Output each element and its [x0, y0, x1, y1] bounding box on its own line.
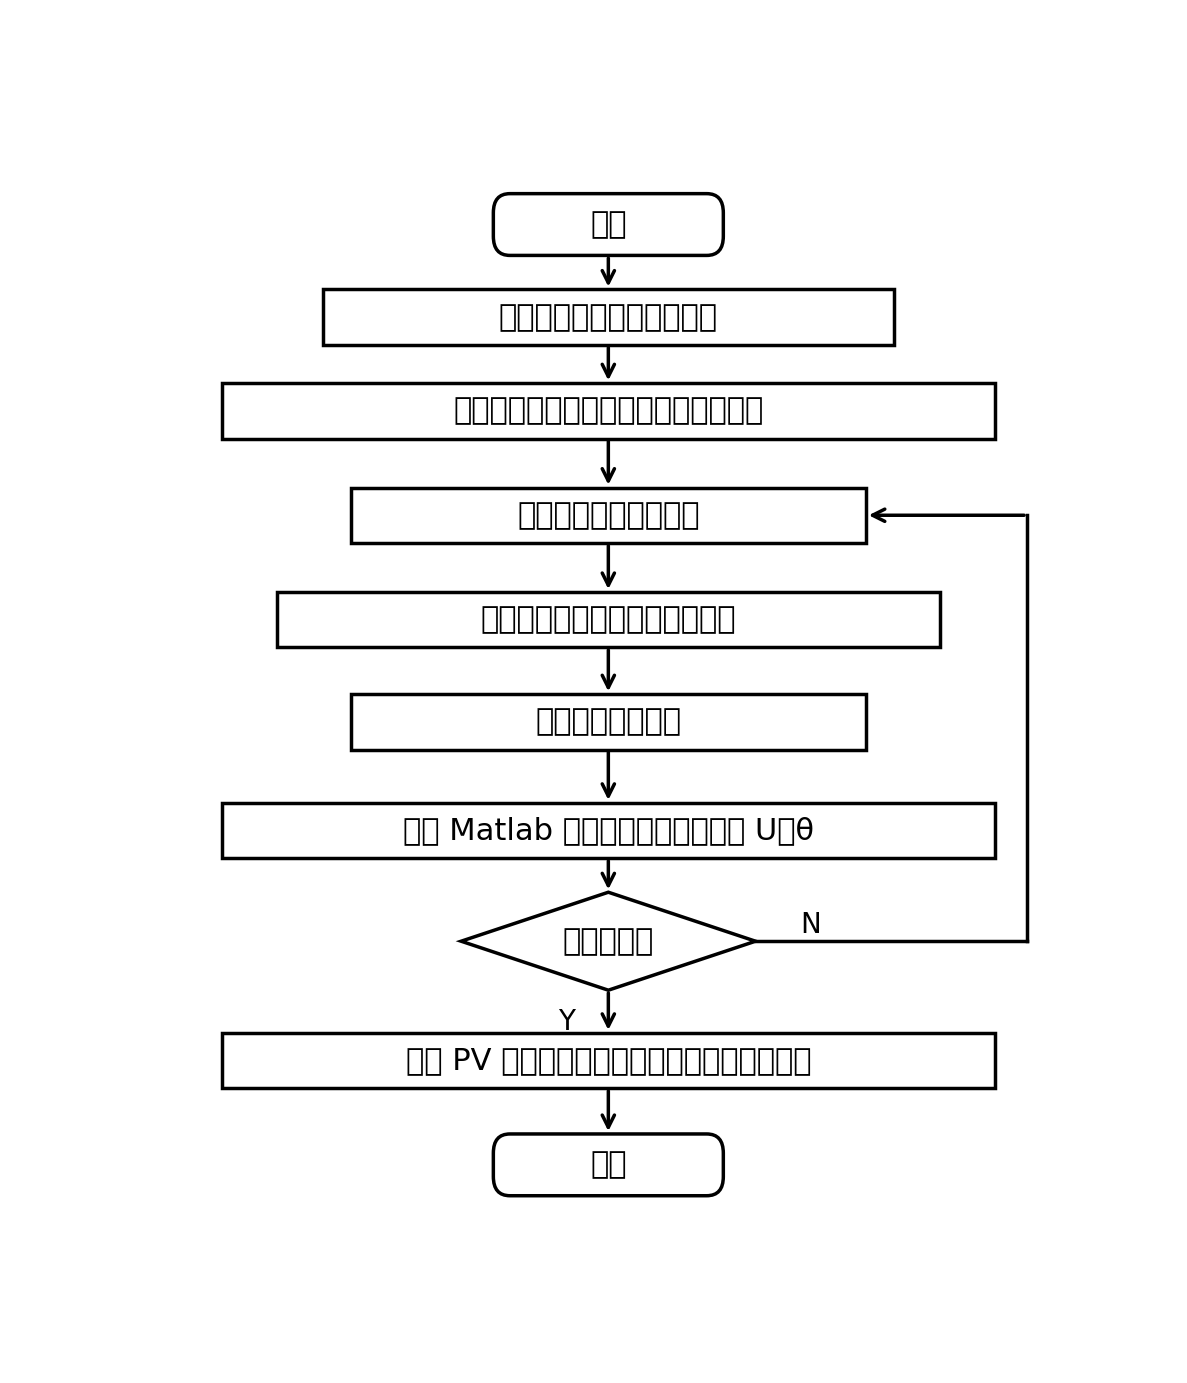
Text: 结束: 结束: [590, 1151, 627, 1180]
Text: 计算 PV 节点和平衡节点功率及支路功率并输出: 计算 PV 节点和平衡节点功率及支路功率并输出: [406, 1046, 811, 1075]
Text: 形成雅可比矩阵，计算节点功率: 形成雅可比矩阵，计算节点功率: [481, 606, 736, 635]
FancyBboxPatch shape: [494, 1134, 723, 1196]
Text: 开始: 开始: [590, 210, 627, 239]
FancyBboxPatch shape: [494, 194, 723, 256]
Text: 原始数据输入和电压初始化: 原始数据输入和电压初始化: [499, 303, 718, 332]
Bar: [323, 289, 894, 344]
Text: N: N: [800, 911, 821, 939]
Bar: [222, 383, 995, 438]
Text: 计算功率不平衡量: 计算功率不平衡量: [535, 707, 681, 736]
Polygon shape: [461, 892, 755, 990]
Bar: [222, 802, 995, 857]
Bar: [277, 592, 939, 647]
Text: 形成记录相关节点类型的节点号的数组: 形成记录相关节点类型的节点号的数组: [453, 397, 763, 426]
Bar: [222, 1033, 995, 1088]
Text: 调用 Matlab 算法解修正方程，修正 U和θ: 调用 Matlab 算法解修正方程，修正 U和θ: [402, 816, 814, 845]
Bar: [351, 694, 867, 750]
Bar: [351, 488, 867, 544]
Text: 形成节点稀疏导纳矩阵: 形成节点稀疏导纳矩阵: [518, 501, 699, 530]
Text: 是否收敛？: 是否收敛？: [563, 927, 654, 956]
Text: Y: Y: [558, 1008, 576, 1036]
